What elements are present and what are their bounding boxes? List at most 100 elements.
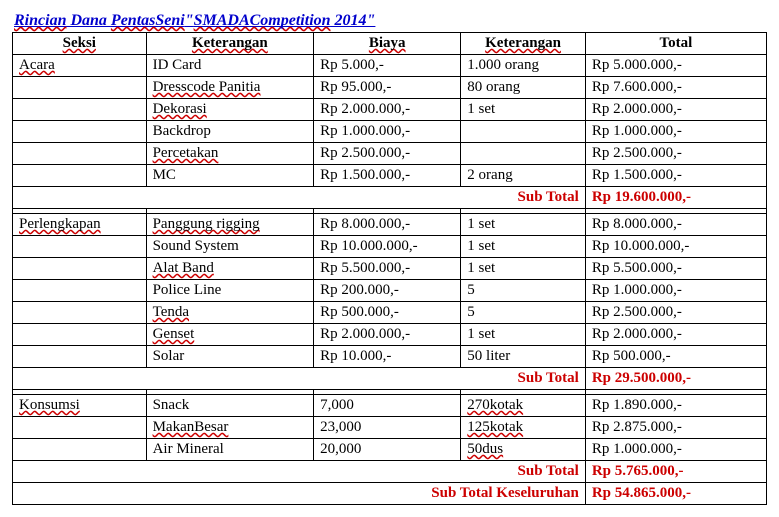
biaya-cell: Rp 2.000.000,- <box>314 324 461 346</box>
seksi-cell <box>13 99 147 121</box>
biaya-cell: Rp 5.000,- <box>314 55 461 77</box>
seksi-cell <box>13 121 147 143</box>
subtotal-label: Sub Total <box>13 187 586 209</box>
qty-cell: 50dus <box>461 439 586 461</box>
table-row: Sound SystemRp 10.000.000,-1 setRp 10.00… <box>13 236 767 258</box>
total-cell: Rp 1.000.000,- <box>585 121 766 143</box>
total-cell: Rp 2.000.000,- <box>585 324 766 346</box>
seksi-cell <box>13 77 147 99</box>
total-cell: Rp 1.500.000,- <box>585 165 766 187</box>
table-row: AcaraID CardRp 5.000,-1.000 orangRp 5.00… <box>13 55 767 77</box>
seksi-cell: Konsumsi <box>13 395 147 417</box>
total-cell: Rp 5.000.000,- <box>585 55 766 77</box>
keterangan-cell: Panggung rigging <box>146 214 314 236</box>
table-row: KonsumsiSnack7,000270kotakRp 1.890.000,- <box>13 395 767 417</box>
table-row: Police LineRp 200.000,-5Rp 1.000.000,- <box>13 280 767 302</box>
qty-cell: 5 <box>461 302 586 324</box>
qty-cell: 2 orang <box>461 165 586 187</box>
keterangan-cell: Tenda <box>146 302 314 324</box>
table-row: MakanBesar23,000125kotakRp 2.875.000,- <box>13 417 767 439</box>
keterangan-cell: Dekorasi <box>146 99 314 121</box>
biaya-cell: Rp 10.000,- <box>314 346 461 368</box>
seksi-cell <box>13 236 147 258</box>
table-row: DekorasiRp 2.000.000,-1 setRp 2.000.000,… <box>13 99 767 121</box>
grand-total-row: Sub Total KeseluruhanRp 54.865.000,- <box>13 483 767 505</box>
seksi-cell <box>13 165 147 187</box>
subtotal-label: Sub Total <box>13 368 586 390</box>
keterangan-cell: Percetakan <box>146 143 314 165</box>
subtotal-row: Sub TotalRp 19.600.000,- <box>13 187 767 209</box>
seksi-cell <box>13 324 147 346</box>
keterangan-cell: Police Line <box>146 280 314 302</box>
biaya-cell: Rp 5.500.000,- <box>314 258 461 280</box>
biaya-cell: Rp 2.000.000,- <box>314 99 461 121</box>
table-row: PercetakanRp 2.500.000,-Rp 2.500.000,- <box>13 143 767 165</box>
qty-cell <box>461 121 586 143</box>
table-row: PerlengkapanPanggung riggingRp 8.000.000… <box>13 214 767 236</box>
grand-total-label: Sub Total Keseluruhan <box>13 483 586 505</box>
seksi-cell <box>13 439 147 461</box>
seksi-cell <box>13 143 147 165</box>
seksi-cell <box>13 346 147 368</box>
biaya-cell: Rp 95.000,- <box>314 77 461 99</box>
biaya-cell: Rp 500.000,- <box>314 302 461 324</box>
qty-cell: 5 <box>461 280 586 302</box>
col-header: Keterangan <box>146 33 314 55</box>
keterangan-cell: Dresscode Panitia <box>146 77 314 99</box>
col-header: Keterangan <box>461 33 586 55</box>
keterangan-cell: Backdrop <box>146 121 314 143</box>
keterangan-cell: Genset <box>146 324 314 346</box>
table-row: BackdropRp 1.000.000,-Rp 1.000.000,- <box>13 121 767 143</box>
seksi-cell: Acara <box>13 55 147 77</box>
total-cell: Rp 1.000.000,- <box>585 280 766 302</box>
total-cell: Rp 7.600.000,- <box>585 77 766 99</box>
keterangan-cell: Air Mineral <box>146 439 314 461</box>
subtotal-row: Sub TotalRp 5.765.000,- <box>13 461 767 483</box>
biaya-cell: Rp 2.500.000,- <box>314 143 461 165</box>
total-cell: Rp 1.890.000,- <box>585 395 766 417</box>
table-row: GensetRp 2.000.000,-1 setRp 2.000.000,- <box>13 324 767 346</box>
keterangan-cell: Solar <box>146 346 314 368</box>
keterangan-cell: Snack <box>146 395 314 417</box>
subtotal-row: Sub TotalRp 29.500.000,- <box>13 368 767 390</box>
subtotal-value: Rp 5.765.000,- <box>585 461 766 483</box>
qty-cell: 80 orang <box>461 77 586 99</box>
grand-total-value: Rp 54.865.000,- <box>585 483 766 505</box>
biaya-cell: 7,000 <box>314 395 461 417</box>
keterangan-cell: MC <box>146 165 314 187</box>
qty-cell <box>461 143 586 165</box>
biaya-cell: 20,000 <box>314 439 461 461</box>
qty-cell: 1 set <box>461 99 586 121</box>
seksi-cell <box>13 258 147 280</box>
qty-cell: 1 set <box>461 214 586 236</box>
total-cell: Rp 10.000.000,- <box>585 236 766 258</box>
total-cell: Rp 2.500.000,- <box>585 302 766 324</box>
biaya-cell: Rp 200.000,- <box>314 280 461 302</box>
table-row: MCRp 1.500.000,-2 orangRp 1.500.000,- <box>13 165 767 187</box>
table-row: TendaRp 500.000,-5Rp 2.500.000,- <box>13 302 767 324</box>
col-header: Seksi <box>13 33 147 55</box>
qty-cell: 1 set <box>461 324 586 346</box>
qty-cell: 1 set <box>461 258 586 280</box>
keterangan-cell: Sound System <box>146 236 314 258</box>
qty-cell: 1 set <box>461 236 586 258</box>
total-cell: Rp 1.000.000,- <box>585 439 766 461</box>
subtotal-label: Sub Total <box>13 461 586 483</box>
keterangan-cell: Alat Band <box>146 258 314 280</box>
subtotal-value: Rp 19.600.000,- <box>585 187 766 209</box>
total-cell: Rp 500.000,- <box>585 346 766 368</box>
table-row: Air Mineral20,00050dusRp 1.000.000,- <box>13 439 767 461</box>
col-header: Biaya <box>314 33 461 55</box>
biaya-cell: Rp 8.000.000,- <box>314 214 461 236</box>
subtotal-value: Rp 29.500.000,- <box>585 368 766 390</box>
seksi-cell <box>13 302 147 324</box>
table-row: SolarRp 10.000,-50 literRp 500.000,- <box>13 346 767 368</box>
total-cell: Rp 8.000.000,- <box>585 214 766 236</box>
total-cell: Rp 5.500.000,- <box>585 258 766 280</box>
page-title: Rincian Dana PentasSeni"SMADACompetition… <box>14 12 767 30</box>
keterangan-cell: MakanBesar <box>146 417 314 439</box>
table-row: Dresscode PanitiaRp 95.000,-80 orangRp 7… <box>13 77 767 99</box>
qty-cell: 1.000 orang <box>461 55 586 77</box>
budget-table: SeksiKeteranganBiayaKeteranganTotal Acar… <box>12 32 767 505</box>
biaya-cell: 23,000 <box>314 417 461 439</box>
